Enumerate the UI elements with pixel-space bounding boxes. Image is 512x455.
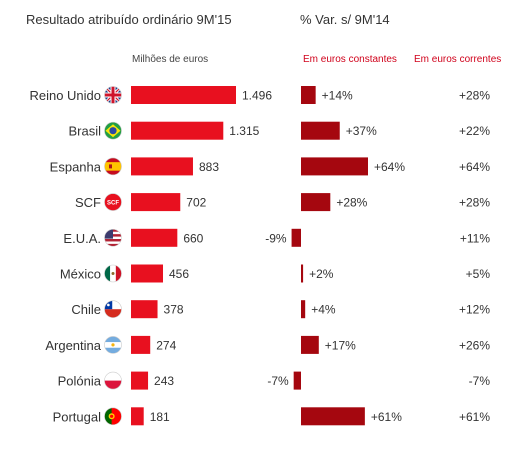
variation-constant-label: -7% [267,374,289,388]
svg-text:SCF: SCF [107,200,119,206]
spain-flag-icon [104,157,122,176]
category-label: Polónia [58,374,102,389]
poland-flag-icon [104,371,122,390]
variation-constant-label: +64% [374,160,405,174]
result-value-label: 883 [199,160,219,174]
result-value-label: 181 [150,410,170,424]
variation-current-label: +61% [459,410,490,424]
variation-current-label: +26% [459,338,490,352]
column-header-constant: Em euros constantes [303,54,397,65]
result-bar [131,407,144,426]
variation-constant-bar [301,121,340,140]
result-bar [131,264,164,283]
result-bar [131,193,181,212]
category-label: Argentina [45,338,101,353]
variation-constant-label: +61% [371,410,402,424]
unit-label: Milhões de euros [132,54,209,65]
result-value-label: 378 [164,303,184,317]
chart-row: Chile 378 +4% +12% [71,300,490,319]
variation-current-label: +11% [460,231,490,245]
result-value-label: 274 [156,338,176,352]
result-bar [131,300,158,319]
result-value-label: 1.496 [242,89,272,103]
category-label: E.U.A. [63,231,101,246]
result-value-label: 702 [186,196,206,210]
column-header-current: Em euros correntes [414,54,502,65]
chart-row: E.U.A. 660 -9% +11% [63,228,490,247]
result-value-label: 660 [183,231,203,245]
chart-row: México 456 +2% +5% [60,264,491,283]
result-value-label: 243 [154,374,174,388]
variation-constant-bar [301,157,368,176]
result-value-label: 456 [169,267,189,281]
chart-row: Polónia 243 -7% -7% [58,371,491,390]
category-label: Espanha [50,159,102,174]
variation-constant-bar [301,335,319,354]
result-bar [131,86,236,104]
argentina-flag-icon [104,336,122,354]
chart-title-right: % Var. s/ 9M'14 [300,12,390,27]
variation-current-label: +12% [459,303,490,317]
variation-constant-label: +17% [325,338,356,352]
category-label: México [60,267,101,282]
variation-constant-label: +4% [311,303,336,317]
category-label: Chile [71,302,101,317]
variation-constant-bar [301,193,331,212]
result-bar [131,121,224,140]
variation-constant-bar [301,86,316,104]
usa-flag-icon [104,229,122,247]
variation-constant-label: +28% [336,196,367,210]
variation-constant-label: +2% [309,267,334,281]
chart-row: Reino Unido 1.496 +14% +28% [29,86,490,104]
variation-current-label: +5% [466,267,491,281]
variation-constant-label: +14% [322,89,353,103]
result-value-label: 1.315 [229,124,259,138]
result-bar [131,371,149,390]
result-bar [131,228,178,247]
category-label: Reino Unido [29,88,101,103]
mexico-flag-icon [104,264,122,283]
category-label: SCF [75,195,101,210]
variation-constant-bar [301,264,304,283]
variation-current-label: +28% [459,196,490,210]
uk-flag-icon [104,86,122,104]
category-label: Portugal [53,409,102,424]
chart-row: SCF SCF 702 +28% +28% [75,193,490,212]
scf-badge-icon: SCF [104,193,122,211]
chile-flag-icon [104,300,122,319]
variation-constant-label: -9% [265,231,287,245]
result-bar [131,157,193,176]
variation-current-label: -7% [469,374,491,388]
result-bar [131,335,151,354]
variation-constant-bar [293,371,301,390]
chart-row: Brasil 1.315 +37% +22% [68,121,490,140]
variation-current-label: +22% [459,124,490,138]
chart-title-left: Resultado atribuído ordinário 9M'15 [26,12,232,27]
portugal-flag-icon [104,407,122,426]
category-label: Brasil [68,124,101,139]
brazil-flag-icon [104,121,122,140]
chart-row: Espanha 883 +64% +64% [50,157,490,176]
variation-constant-label: +37% [346,124,377,138]
variation-current-label: +64% [459,160,490,174]
chart-row: Argentina 274 +17% +26% [45,335,490,354]
variation-constant-bar [301,407,365,426]
chart-row: Portugal 181 +61% +61% [53,407,490,426]
variation-current-label: +28% [459,89,490,103]
variation-constant-bar [291,228,301,247]
variation-constant-bar [301,300,306,319]
